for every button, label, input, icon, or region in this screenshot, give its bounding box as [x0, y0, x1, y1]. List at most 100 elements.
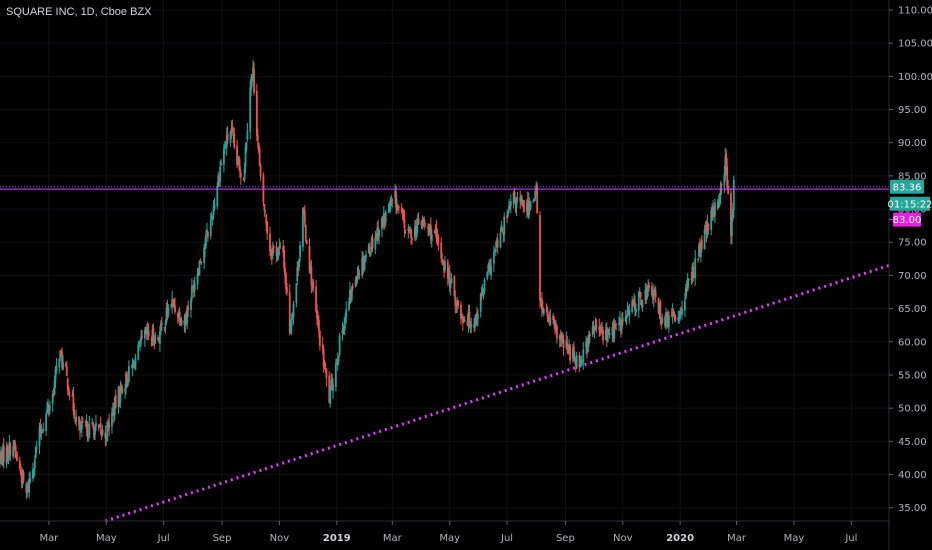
- candle-body: [678, 316, 681, 320]
- candle-body: [65, 366, 68, 376]
- candle-body: [145, 326, 148, 335]
- candle-body: [606, 328, 609, 342]
- candle-body: [15, 451, 17, 454]
- candle-body: [192, 286, 195, 292]
- candle-body: [718, 194, 721, 203]
- candle-body: [345, 309, 348, 318]
- candle-body: [699, 242, 701, 255]
- candle-body: [719, 185, 722, 197]
- x-tick-label: 2020: [666, 533, 694, 544]
- candle-body: [640, 299, 643, 306]
- candle-body: [493, 249, 496, 253]
- candle-body: [139, 341, 142, 343]
- candle-body: [646, 288, 649, 299]
- candle-body: [553, 318, 555, 325]
- candle-body: [698, 244, 700, 257]
- candle-body: [8, 442, 11, 454]
- candle-body: [225, 135, 228, 149]
- candle-body: [282, 246, 285, 253]
- candle-body: [468, 311, 471, 324]
- candle-body: [39, 426, 42, 434]
- candle-body: [685, 288, 688, 291]
- candle-body: [45, 413, 47, 431]
- candle-body: [33, 459, 36, 469]
- candle-body: [80, 428, 82, 430]
- candle-body: [556, 325, 558, 339]
- candle-body: [210, 216, 213, 220]
- candle-body: [427, 226, 429, 229]
- candle-body: [85, 421, 88, 429]
- candle-body: [131, 363, 134, 369]
- candle-body: [527, 201, 530, 219]
- candle-body: [263, 203, 266, 211]
- candle-body: [262, 174, 265, 203]
- y-tick-label: 35.00: [898, 503, 927, 514]
- candle-body: [283, 249, 286, 268]
- candle-body: [134, 357, 137, 371]
- candle-body: [582, 349, 585, 363]
- candle-body: [381, 217, 384, 222]
- candle-body: [32, 468, 35, 470]
- candle-body: [699, 242, 702, 258]
- candle-body: [252, 67, 254, 74]
- candle-body: [42, 429, 45, 431]
- candle-body: [25, 484, 28, 493]
- candle-body: [265, 214, 268, 225]
- countdown-label: 01:15:22: [888, 199, 932, 210]
- candle-body: [506, 215, 508, 219]
- candle-body: [368, 247, 371, 255]
- candle-body: [204, 243, 206, 249]
- candle-body: [430, 234, 433, 242]
- candle-body: [535, 184, 538, 191]
- y-tick-label: 85.00: [898, 171, 927, 182]
- candle-body: [667, 314, 669, 327]
- candle-body: [165, 308, 168, 323]
- candle-body: [680, 311, 682, 315]
- candle-body: [112, 410, 115, 416]
- candle-body: [315, 286, 317, 312]
- candle-body: [463, 320, 466, 322]
- candle-body: [336, 360, 339, 363]
- candle-body: [296, 267, 299, 282]
- candle-body: [19, 470, 22, 474]
- candle-body: [602, 330, 604, 341]
- candle-body: [667, 315, 670, 327]
- candle-body: [111, 412, 113, 427]
- candle-body: [309, 264, 312, 274]
- candle-body: [481, 289, 484, 293]
- candle-body: [62, 362, 64, 370]
- candle-body: [245, 142, 248, 150]
- candle-body: [532, 199, 535, 202]
- candle-body: [310, 266, 313, 285]
- candle-body: [453, 276, 456, 296]
- candle-body: [424, 222, 427, 224]
- candle-body: [723, 174, 726, 185]
- candle-body: [566, 342, 569, 349]
- candle-body: [500, 224, 503, 231]
- candle-body: [51, 393, 54, 404]
- candle-body: [561, 333, 564, 339]
- candle-body: [249, 87, 252, 132]
- candle-body: [483, 279, 486, 292]
- candle-body: [179, 321, 182, 325]
- candle-body: [683, 300, 686, 311]
- candle-body: [329, 386, 332, 404]
- candle-body: [153, 342, 156, 347]
- candle-body: [573, 358, 576, 362]
- candle-body: [632, 300, 635, 305]
- candle-body: [495, 240, 498, 248]
- candle-body: [88, 423, 91, 436]
- candle-body: [507, 210, 509, 216]
- candle-body: [79, 425, 81, 431]
- candle-body: [408, 229, 411, 233]
- candle-body: [303, 211, 306, 224]
- candle-body: [257, 142, 260, 152]
- candle-body: [253, 68, 255, 93]
- candle-body: [440, 242, 443, 259]
- candle-body: [46, 409, 48, 412]
- candle-body: [704, 227, 707, 229]
- candle-body: [355, 278, 358, 282]
- candle-body: [542, 308, 545, 315]
- candle-body: [124, 388, 127, 392]
